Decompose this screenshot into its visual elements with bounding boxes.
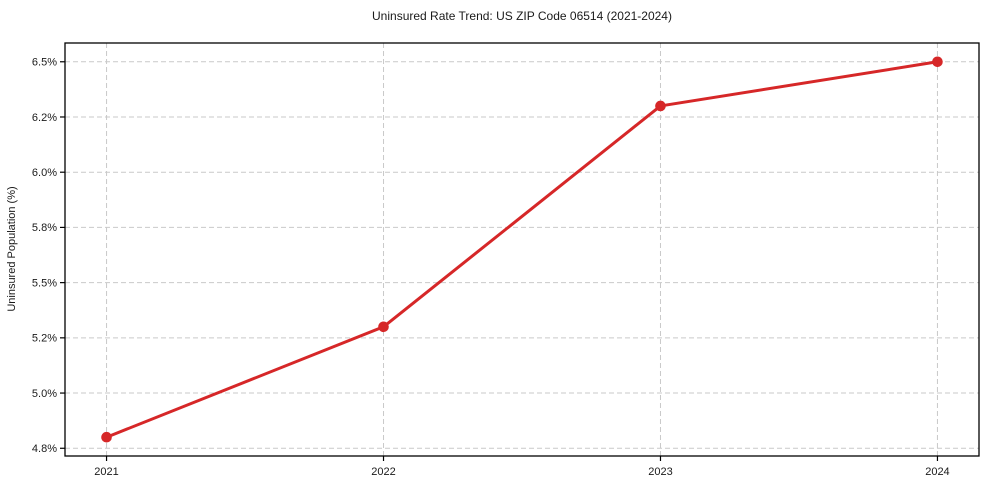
y-tick-label: 5.5% [32, 277, 57, 289]
chart-title: Uninsured Rate Trend: US ZIP Code 06514 … [372, 9, 672, 23]
y-tick-label: 6.0% [32, 167, 57, 179]
data-point-marker [932, 56, 943, 68]
y-tick-label: 5.0% [32, 388, 57, 400]
x-tick-label: 2024 [925, 466, 949, 478]
y-tick-label: 6.5% [32, 57, 57, 69]
trend-line [105, 60, 939, 439]
y-tick-label: 4.8% [32, 443, 57, 455]
data-point-marker [378, 321, 389, 333]
y-tick-label: 5.2% [32, 333, 57, 345]
y-tick-label: 6.2% [32, 112, 57, 124]
x-tick-label: 2021 [94, 466, 118, 478]
plot-border [64, 42, 980, 457]
x-tick-label: 2022 [371, 466, 395, 478]
y-tick-label: 5.8% [32, 222, 57, 234]
data-point-marker [101, 431, 112, 443]
x-tick-label: 2023 [648, 466, 672, 478]
data-point-marker [655, 100, 666, 112]
